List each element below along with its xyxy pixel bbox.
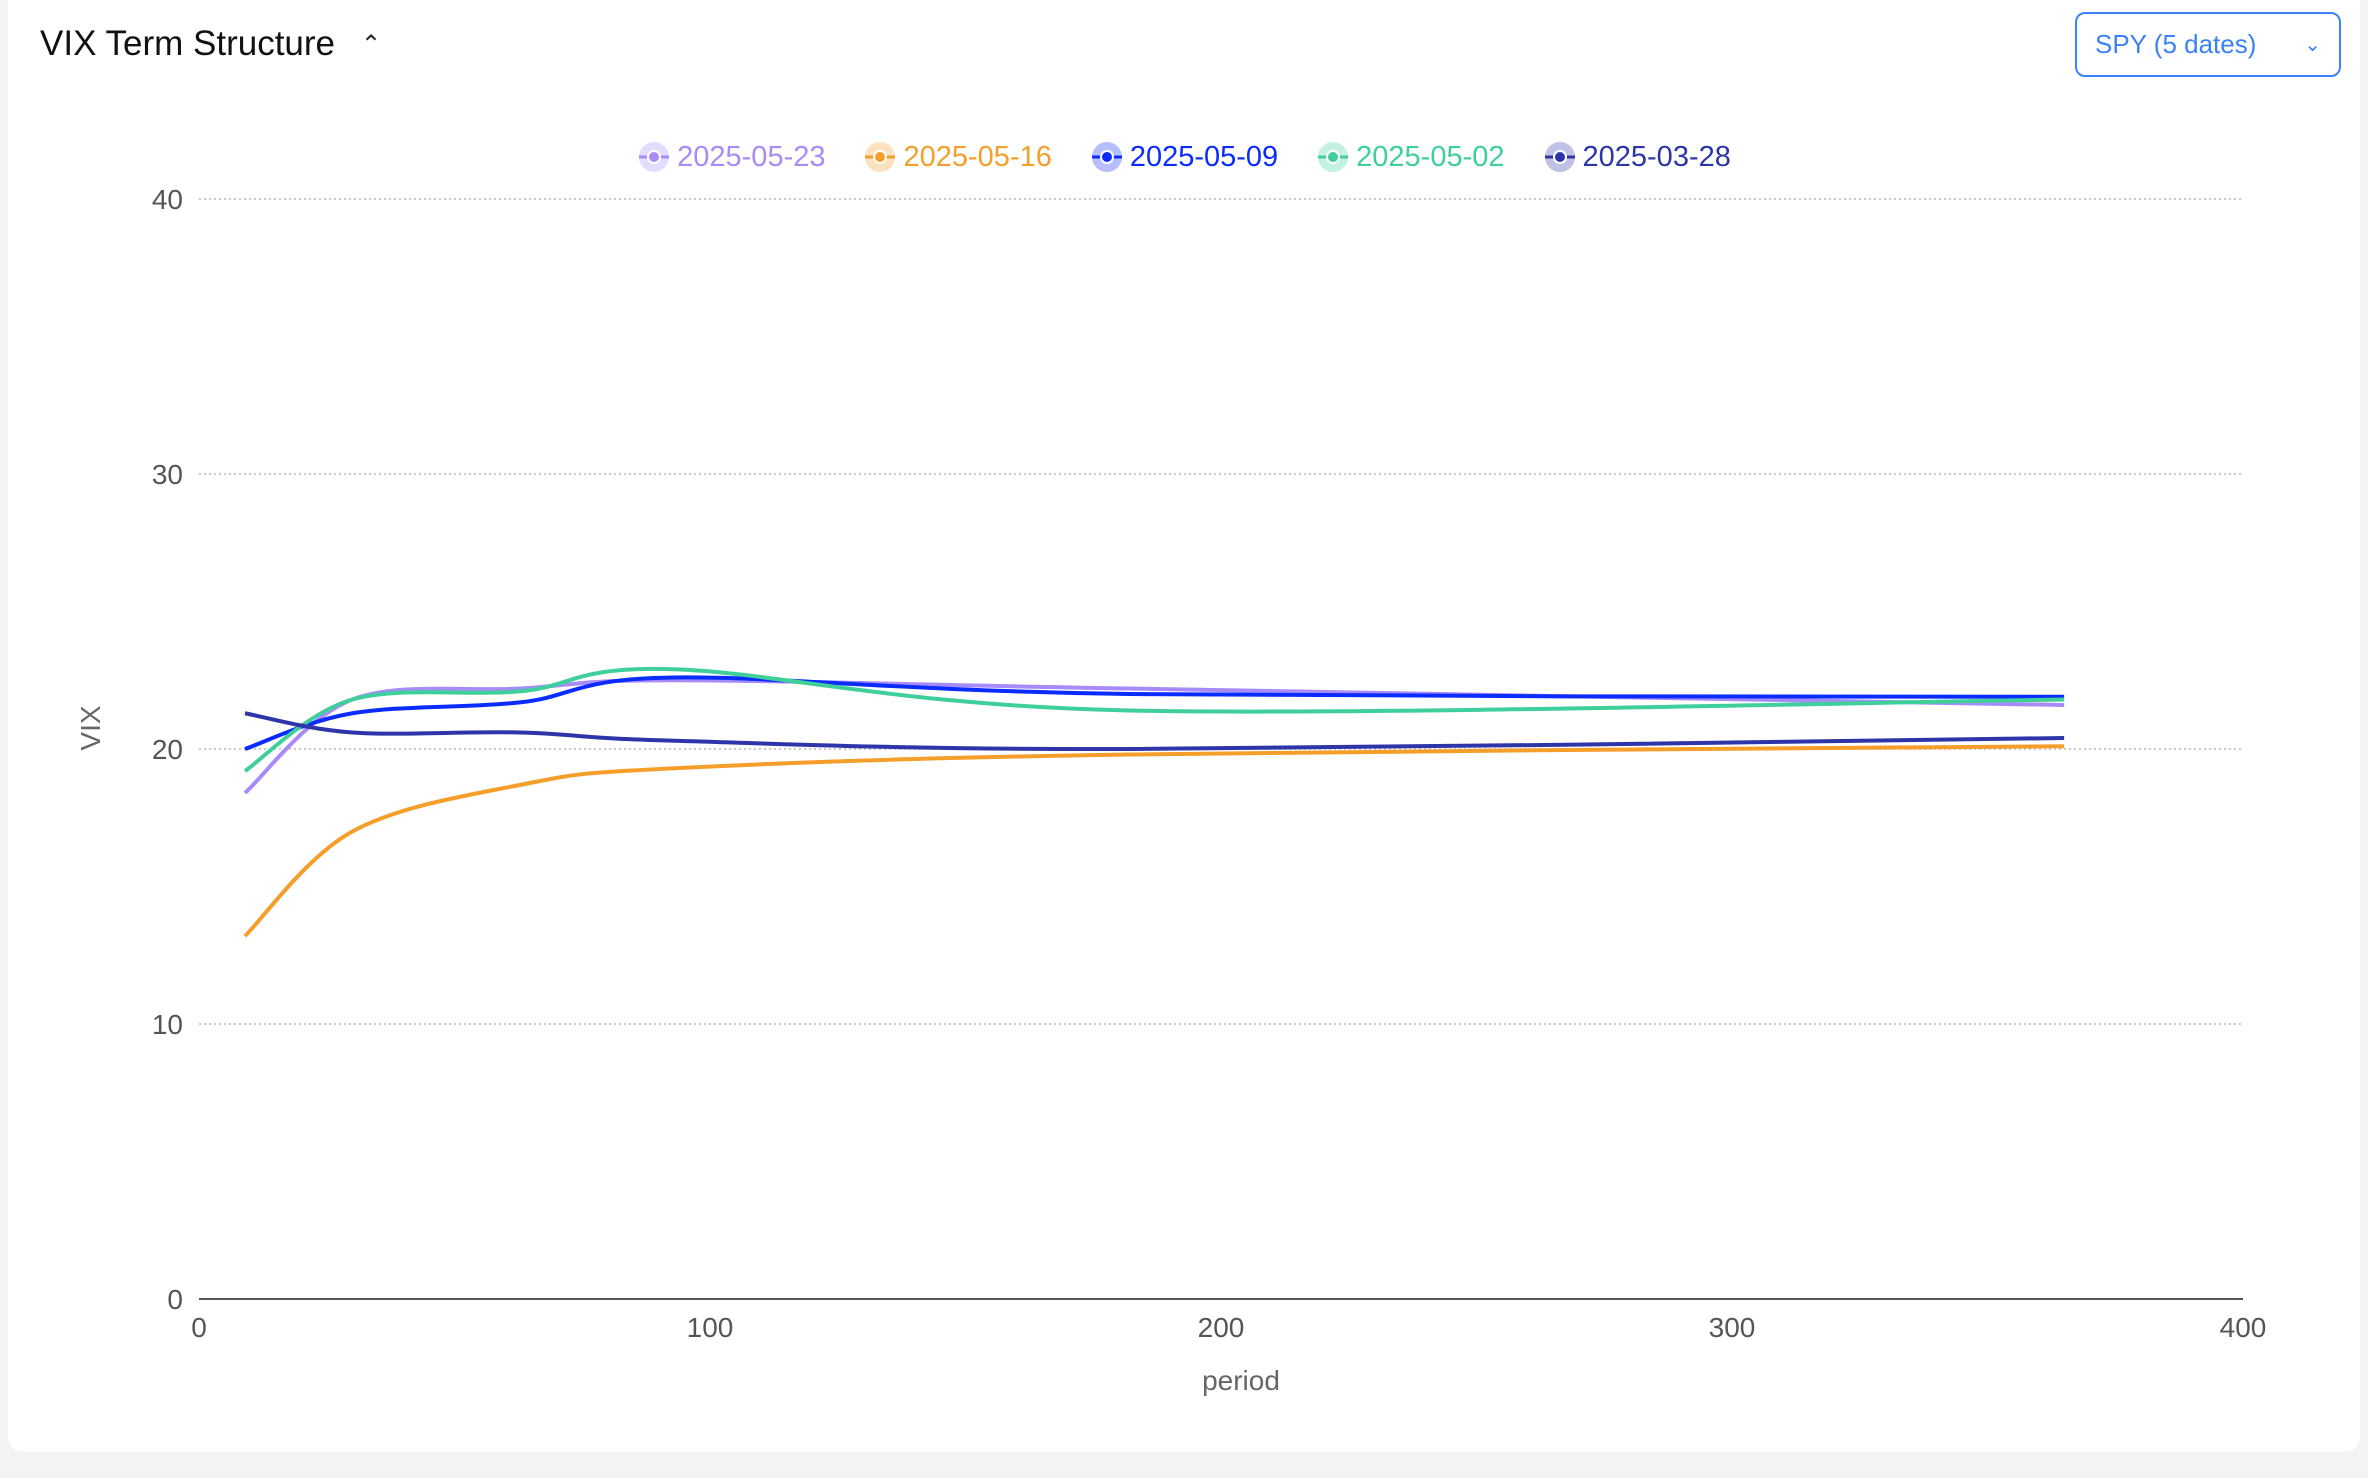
series-line-2025-05-16 (243, 744, 2065, 938)
legend-label: 2025-05-16 (903, 140, 1052, 173)
legend-item[interactable]: 2025-03-28 (1543, 140, 1731, 174)
legend-marker-icon (1091, 142, 1122, 172)
legend-item[interactable]: 2025-05-02 (1316, 140, 1505, 174)
legend-label: 2025-05-02 (1356, 140, 1505, 173)
x-tick-label: 0 (191, 1312, 207, 1343)
series-line-2025-05-09 (244, 675, 2065, 751)
y-tick-label: 10 (152, 1009, 183, 1040)
series-line-2025-05-02 (243, 666, 2065, 773)
legend-marker-icon (865, 142, 896, 172)
y-tick-label: 40 (152, 184, 183, 215)
y-axis-label: VIX (75, 705, 106, 750)
chevron-down-icon: ⌄ (2304, 34, 2321, 56)
legend-marker-icon (1318, 142, 1349, 172)
chart-header: VIX Term Structure ⌃ (40, 24, 381, 64)
legend-marker-icon (639, 142, 670, 172)
legend-marker-icon (1544, 142, 1575, 172)
series-line-2025-03-28 (244, 711, 2065, 752)
legend-label: 2025-03-28 (1582, 140, 1731, 173)
y-tick-label: 20 (152, 734, 183, 765)
y-tick-label: 30 (152, 459, 183, 490)
x-tick-label: 400 (2220, 1312, 2267, 1343)
legend-item[interactable]: 2025-05-23 (637, 140, 825, 174)
x-axis-label: period (1202, 1365, 1280, 1396)
symbol-select-value: SPY (5 dates) (2095, 29, 2257, 59)
chevron-up-icon[interactable]: ⌃ (361, 30, 382, 58)
legend-label: 2025-05-09 (1129, 140, 1279, 173)
symbol-select[interactable]: SPY (5 dates) ⌄ (2075, 12, 2341, 77)
legend-item[interactable]: 2025-05-09 (1090, 140, 1278, 174)
legend-item[interactable]: 2025-05-16 (863, 140, 1052, 174)
page-title: VIX Term Structure (40, 24, 336, 63)
chart-card (8, 0, 2360, 1452)
chart-legend: 2025-05-23 2025-05-16 2025-05-09 2025-05-02… (0, 140, 2368, 174)
x-tick-label: 200 (1198, 1312, 1245, 1343)
legend-label: 2025-05-23 (677, 140, 826, 173)
y-tick-label: 0 (167, 1284, 183, 1315)
x-tick-label: 300 (1709, 1312, 1756, 1343)
x-tick-label: 100 (687, 1312, 734, 1343)
